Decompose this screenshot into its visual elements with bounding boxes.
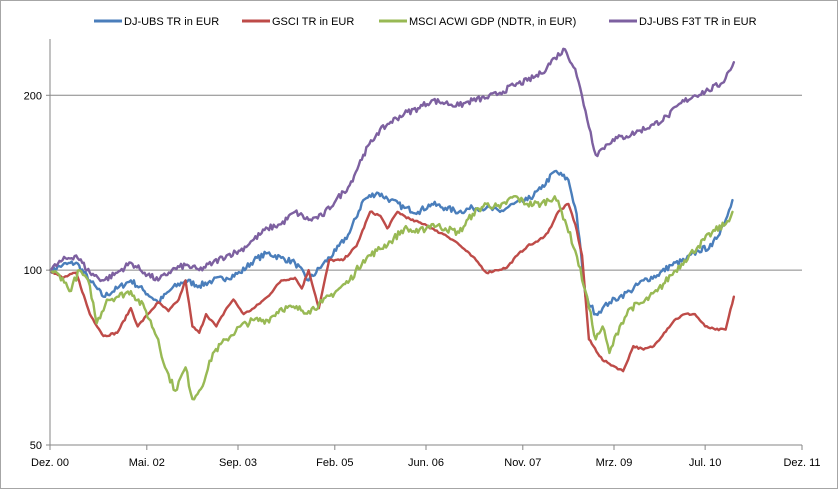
legend-label-gsci-tr: GSCI TR in EUR — [272, 16, 354, 28]
x-tick-label: Jun. 06 — [408, 457, 444, 469]
y-tick-label: 200 — [24, 90, 42, 102]
x-tick-label: Mrz. 09 — [596, 457, 633, 469]
legend-label-msci-acwi-gdp: MSCI ACWI GDP (NDTR, in EUR) — [409, 16, 576, 28]
series-line-dj-ubs-f3t-tr — [49, 47, 736, 283]
y-tick-label: 100 — [24, 265, 42, 277]
y-axis-ticks: 50 100 200 — [24, 90, 50, 452]
x-tick-label: Dez. 11 — [783, 457, 820, 469]
plot-series — [49, 47, 736, 401]
x-tick-label: Mai. 02 — [129, 457, 165, 469]
x-tick-label: Jul. 10 — [689, 457, 721, 469]
x-tick-label: Dez. 00 — [31, 457, 69, 469]
series-line-gsci-tr — [49, 202, 736, 373]
legend-label-dj-ubs-tr: DJ-UBS TR in EUR — [124, 16, 219, 28]
x-axis-ticks: Dez. 00 Mai. 02 Sep. 03 Feb. 05 Jun. 06 Nov. … — [31, 445, 821, 469]
legend: DJ-UBS TR in EUR GSCI TR in EUR MSCI ACWI … — [94, 16, 757, 28]
y-tick-label: 50 — [30, 440, 42, 452]
x-tick-label: Nov. 07 — [504, 457, 541, 469]
series-line-dj-ubs-tr — [49, 169, 734, 317]
x-tick-label: Sep. 03 — [219, 457, 257, 469]
x-tick-label: Feb. 05 — [316, 457, 353, 469]
legend-label-dj-ubs-f3t-tr: DJ-UBS F3T TR in EUR — [639, 16, 757, 28]
series-line-msci-acwi-gdp — [49, 194, 734, 401]
